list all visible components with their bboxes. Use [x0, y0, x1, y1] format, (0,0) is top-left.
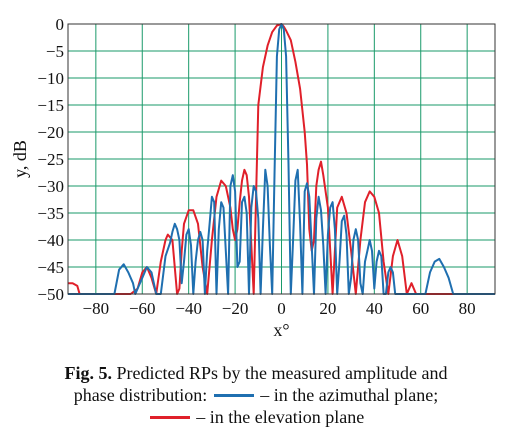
legend-label-azimuthal: – in the azimuthal plane; — [255, 385, 439, 405]
y-tick-label: 0 — [56, 15, 65, 34]
x-tick-label: −40 — [175, 299, 202, 318]
caption-fig-label: Fig. 5. — [64, 363, 113, 383]
plot-frame — [67, 23, 496, 295]
x-tick-label: 0 — [277, 299, 286, 318]
y-tick-label: −45 — [37, 258, 64, 277]
x-tick-label: −60 — [129, 299, 156, 318]
x-tick-label: −80 — [83, 299, 110, 318]
y-tick-label: −5 — [46, 42, 64, 61]
series-line-elevation — [68, 23, 495, 295]
x-tick-label: 20 — [319, 299, 336, 318]
figure-caption: Fig. 5. Predicted RPs by the measured am… — [0, 362, 512, 428]
x-axis-title: x° — [273, 320, 289, 340]
tick-labels: −80 −60 −40 −20 0 20 40 60 80 0 −5 −10 −15 −20 −25 −30 −… — [37, 15, 475, 318]
y-tick-label: −25 — [37, 150, 64, 169]
y-axis-title: y, dB — [10, 140, 30, 178]
chart: −80 −60 −40 −20 0 20 40 60 80 0 −5 −10 −15 −20 −25 −30 −… — [10, 15, 496, 340]
y-tick-label: −40 — [37, 231, 64, 250]
y-tick-label: −15 — [37, 96, 64, 115]
caption-line-2: phase distribution: – in the azimuthal p… — [0, 384, 512, 406]
caption-line-3: – in the elevation plane — [0, 406, 512, 428]
caption-text-1: Predicted RPs by the measured amplitude … — [112, 363, 448, 383]
x-tick-label: −20 — [222, 299, 249, 318]
x-tick-label: 80 — [459, 299, 476, 318]
legend-swatch-azimuthal — [213, 393, 254, 397]
y-tick-label: −50 — [37, 285, 64, 304]
y-tick-label: −35 — [37, 204, 64, 223]
x-tick-label: 60 — [412, 299, 429, 318]
x-tick-label: 40 — [366, 299, 383, 318]
y-tick-label: −10 — [37, 69, 64, 88]
caption-text-2: phase distribution: — [73, 385, 212, 405]
legend-label-elevation: – in the elevation plane — [191, 407, 365, 427]
caption-line-1: Fig. 5. Predicted RPs by the measured am… — [0, 362, 512, 384]
grid — [68, 23, 495, 295]
y-tick-label: −30 — [37, 177, 64, 196]
y-tick-label: −20 — [37, 123, 64, 142]
legend-swatch-elevation — [149, 415, 190, 419]
